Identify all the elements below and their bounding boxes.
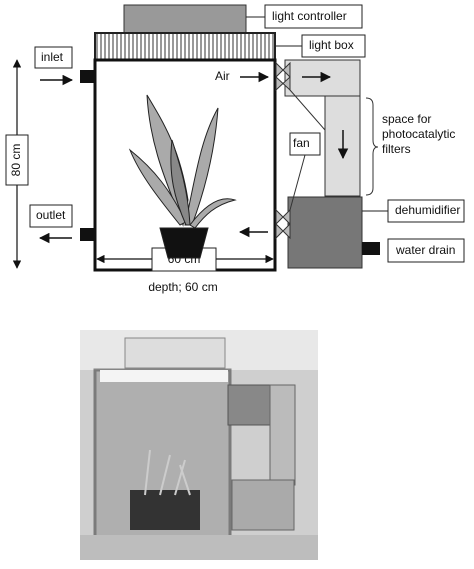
fan [275,61,291,92]
label: fan [293,136,310,150]
label-box [29,204,73,228]
light-controller [123,4,247,34]
light-box [94,32,276,61]
leader [289,154,306,211]
label: 80 cm [9,144,23,177]
label-box [387,199,465,223]
label-box [264,4,363,29]
photo [80,330,318,560]
label-box [387,238,465,263]
bracket [365,97,379,196]
label: space for [382,112,431,126]
leader [289,89,326,131]
label: filters [382,142,411,156]
label-box [289,132,321,156]
connector [80,228,95,241]
label: outlet [36,208,66,222]
connector [362,242,380,255]
label: water drain [395,243,455,257]
plant [128,94,237,259]
label: Air [215,69,230,83]
schematic: light controller light box fan Air space… [5,4,465,294]
label-box [34,46,73,69]
duct [284,59,361,97]
connector [80,70,95,83]
fan [275,208,291,240]
label-box [5,134,29,186]
label: light controller [272,9,347,23]
label: inlet [41,50,64,64]
label-box [301,34,366,58]
label: depth; 60 cm [148,280,217,294]
label: dehumidifier [395,203,460,217]
label: light box [309,38,354,52]
dehumidifier [287,196,363,269]
label: photocatalytic [382,127,455,141]
